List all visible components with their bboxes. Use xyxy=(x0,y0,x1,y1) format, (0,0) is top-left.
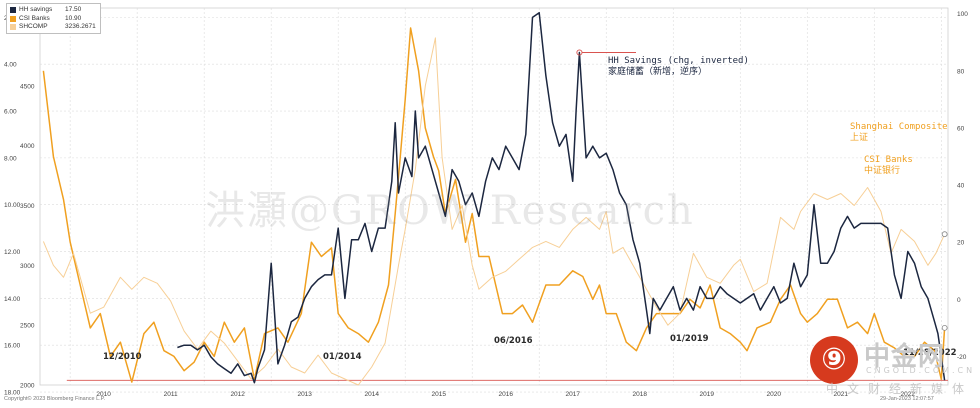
footer-timestamp: 29-Jan-2023 12:07:57 xyxy=(880,396,934,402)
brand-name: 中金网 xyxy=(864,342,946,372)
x-tick-label: 2011 xyxy=(164,391,178,398)
y-tick-label-csi: 100 xyxy=(957,11,968,18)
date-label-2010-12: 12/2010 xyxy=(103,352,142,362)
x-tick-label: 2012 xyxy=(230,391,245,398)
plot-frame xyxy=(39,7,949,386)
legend-entry-hh: HH savings 17.50 xyxy=(10,6,96,15)
legend: HH savings 17.50 CSI Banks 10.90 SHCOMP … xyxy=(6,3,101,34)
date-label-2019-01: 01/2019 xyxy=(670,334,709,344)
series-line-hh-savings xyxy=(177,11,946,384)
legend-entry-shcomp: SHCOMP 3236.2671 xyxy=(10,23,96,32)
annotation-hh-cn: 家庭储蓄（新增，逆序） xyxy=(608,67,708,77)
y-tick-label-csi: 20 xyxy=(957,240,965,247)
legend-swatch-hh xyxy=(10,7,16,14)
y-tick-label-csi: 40 xyxy=(957,183,965,190)
legend-value-hh: 17.50 xyxy=(65,6,82,13)
legend-swatch-shcomp xyxy=(10,24,16,31)
brand-logo-icon: ⑨ xyxy=(810,336,858,384)
legend-value-shcomp: 3236.2671 xyxy=(65,23,96,30)
y-tick-label-hh: 14.00 xyxy=(4,296,21,303)
y-tick-label-shcomp: 4500 xyxy=(20,83,35,90)
annotation-sh-en: Shanghai Composite xyxy=(850,122,948,132)
x-tick-label: 2016 xyxy=(498,391,513,398)
y-tick-label-shcomp: 3500 xyxy=(20,203,35,210)
legend-value-csi: 10.90 xyxy=(65,14,82,22)
x-tick-label: 2019 xyxy=(700,391,715,398)
x-tick-label: 2018 xyxy=(633,391,648,398)
y-tick-label-csi: 80 xyxy=(957,68,965,75)
x-tick-label: 2010 xyxy=(96,391,111,398)
x-tick-label: 2022 xyxy=(901,391,916,398)
x-tick-label: 2021 xyxy=(834,391,849,398)
y-tick-label-hh: 6.00 xyxy=(4,109,17,116)
y-tick-label-hh: 16.00 xyxy=(4,343,21,350)
annotation-sh-cn: 上证 xyxy=(850,133,869,143)
y-tick-label-csi: 0 xyxy=(957,297,961,304)
series-line-shcomp xyxy=(42,37,946,386)
legend-name-hh: HH savings xyxy=(19,6,53,13)
annotation-hh-en: HH Savings (chg, inverted) xyxy=(608,56,749,66)
shcomp-end-marker xyxy=(941,231,948,238)
brand-watermark: ⑨ 中金网 CNGOLD.COM.CN 中文财经新媒体 xyxy=(800,334,980,400)
brand-tagline: 中文财经新媒体 xyxy=(826,382,974,396)
series-line-csi-banks xyxy=(42,27,946,383)
y-tick-label-shcomp: 2000 xyxy=(20,383,35,390)
annotation-shanghai: Shanghai Composite 上证 xyxy=(850,122,948,144)
annotation-csi-cn: 中证银行 xyxy=(864,166,901,176)
y-tick-label-hh: 12.00 xyxy=(4,249,21,256)
y-tick-label-shcomp: 3000 xyxy=(20,263,35,270)
y-tick-label-hh: 18.00 xyxy=(4,390,21,397)
y-tick-label-csi: -20 xyxy=(957,354,967,361)
x-tick-label: 2015 xyxy=(431,391,446,398)
x-tick-label: 2017 xyxy=(566,391,581,398)
y-tick-label-shcomp: 4000 xyxy=(20,143,35,150)
legend-name-shcomp: SHCOMP xyxy=(19,23,48,30)
csi-end-marker xyxy=(941,324,948,331)
legend-entry-csi: CSI Banks 10.90 xyxy=(10,15,96,24)
watermark: 洪灝@GROW Research xyxy=(205,188,695,234)
y-tick-label-hh: 10.00 xyxy=(4,202,21,209)
legend-swatch-csi xyxy=(10,15,16,22)
y-tick-label-shcomp: 2500 xyxy=(20,323,35,330)
annotation-hh-savings: HH Savings (chg, inverted) 家庭储蓄（新增，逆序） xyxy=(608,56,749,78)
x-tick-label: 2014 xyxy=(364,391,379,398)
date-label-2022-11: 11/28/2022 xyxy=(903,348,957,358)
x-tick-label: 2013 xyxy=(297,391,312,398)
y-tick-label-hh: 8.00 xyxy=(4,155,17,162)
x-tick-label: 2020 xyxy=(767,391,782,398)
legend-name-csi: CSI Banks xyxy=(19,14,50,22)
brand-sub: CNGOLD.COM.CN xyxy=(866,366,976,375)
date-label-2014-01: 01/2014 xyxy=(323,352,362,362)
annotation-csi-banks: CSI Banks 中证银行 xyxy=(864,155,913,177)
y-tick-label-hh: 4.00 xyxy=(4,62,17,69)
footer-copyright: Copyright© 2023 Bloomberg Finance L.P. xyxy=(4,396,106,402)
y-tick-label-csi: 60 xyxy=(957,125,965,132)
annotation-csi-en: CSI Banks xyxy=(864,155,913,165)
date-label-2016-06: 06/2016 xyxy=(494,336,533,346)
